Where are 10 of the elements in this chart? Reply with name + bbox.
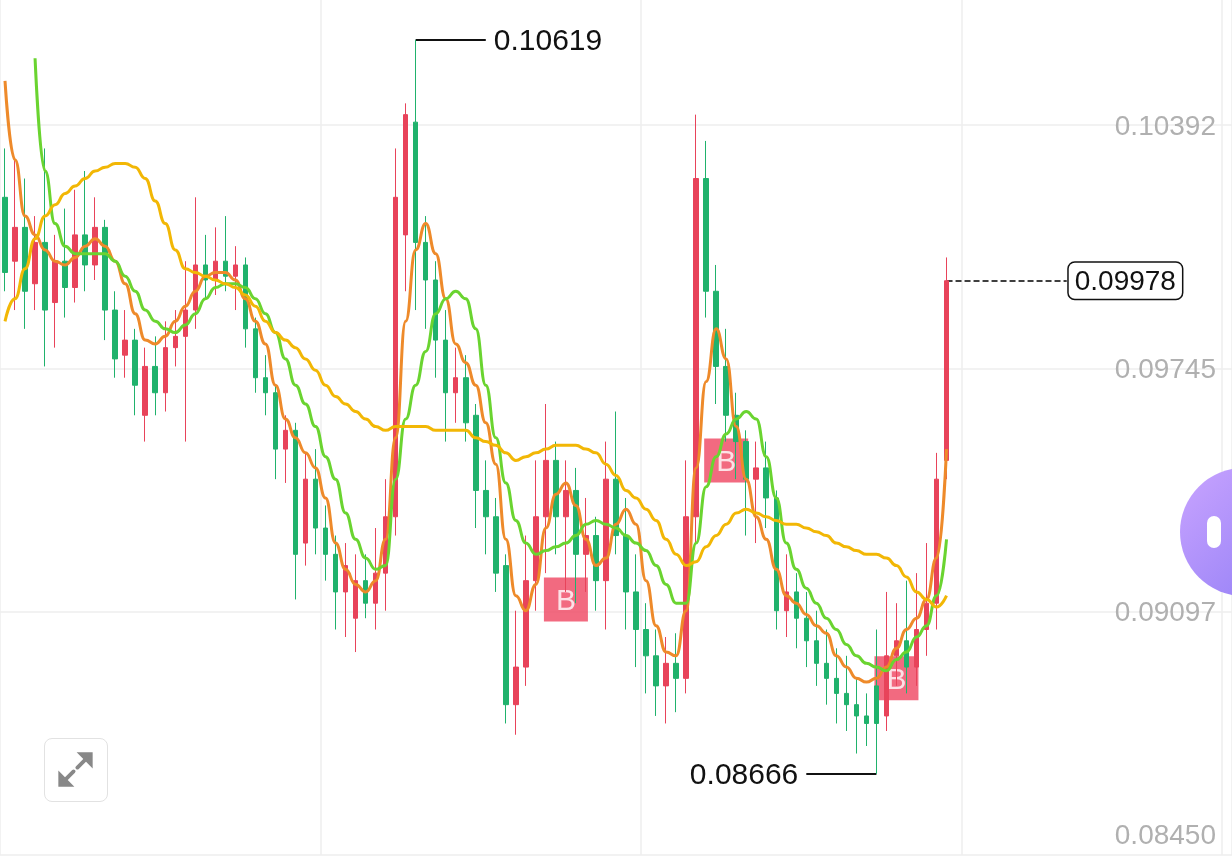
data-label: B <box>555 582 576 616</box>
ref-line-label: 0.09978 <box>1074 265 1176 297</box>
data-label: B <box>716 443 737 477</box>
y-tick-label: 0.09097 <box>1114 596 1216 628</box>
y-tick-label: 0.08450 <box>1114 818 1216 850</box>
data-label: B <box>886 661 907 695</box>
y-tick-label: 0.09745 <box>1114 352 1216 384</box>
annotation: 0.10619 <box>493 23 603 57</box>
y-tick-label: 0.10392 <box>1114 109 1216 141</box>
annotation: 0.08666 <box>689 757 799 791</box>
